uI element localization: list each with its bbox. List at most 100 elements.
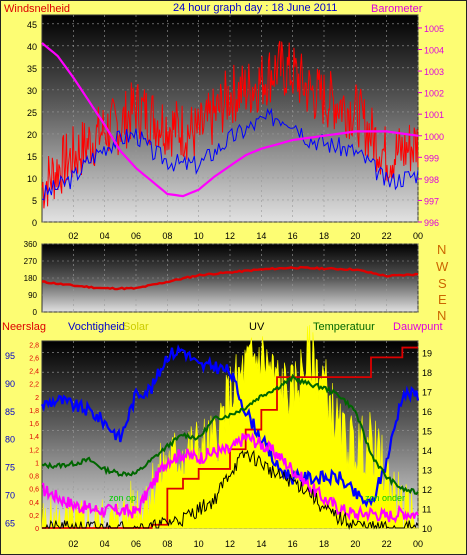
series-wind-gust [41, 40, 419, 209]
compass-s: S [438, 276, 447, 291]
temperature-y-tick: 19 [422, 349, 432, 359]
direction-y-tick: 360 [24, 240, 38, 249]
temperature-y-tick: 15 [422, 427, 432, 437]
temperature-y-tick: 17 [422, 388, 432, 398]
x-tick-label: 18 [319, 539, 329, 549]
panel1-plot-area [41, 14, 419, 223]
barometer-y-tick: 1004 [424, 46, 444, 56]
compass-w: W [436, 259, 449, 274]
x-tick-label: 08 [162, 231, 172, 241]
rain-y-tick: 0,8 [29, 474, 39, 481]
rain-label: Neerslag [2, 321, 46, 333]
rain-y-tick: 1,2 [29, 447, 39, 454]
barometer-y-tick: 1000 [424, 132, 444, 142]
humidity-y-tick: 70 [5, 491, 15, 501]
wind-y-tick: 45 [27, 20, 37, 30]
rain-y-tick: 1 [35, 460, 39, 467]
humidity-label: Vochtigheid [68, 321, 125, 333]
x-tick-label: 12 [225, 231, 235, 241]
series-uv [42, 449, 419, 530]
humidity-y-tick: 95 [5, 351, 15, 361]
x-tick-label: 08 [162, 539, 172, 549]
wind-y-tick: 25 [27, 108, 37, 118]
x-tick-label: 20 [350, 231, 360, 241]
x-tick-label: 18 [319, 231, 329, 241]
temperature-y-tick: 11 [422, 505, 431, 515]
x-tick-label: 06 [131, 231, 141, 241]
rain-y-tick: 0 [35, 526, 39, 533]
temperature-label: Temperatuur [313, 321, 375, 333]
wind-y-tick: 10 [27, 174, 37, 184]
series-humidity [40, 344, 420, 508]
x-tick-label: 16 [288, 231, 298, 241]
barometer-y-tick: 997 [424, 196, 439, 206]
x-tick-label: 22 [382, 231, 392, 241]
x-tick-label: 10 [194, 539, 204, 549]
rain-y-tick: 1,4 [29, 434, 39, 441]
x-tick-label: 22 [382, 539, 392, 549]
wind-y-tick: 15 [27, 152, 37, 162]
barometer-y-tick: 998 [424, 175, 439, 185]
rain-y-tick: 2,4 [29, 369, 39, 376]
series-wind-direction [41, 265, 419, 291]
x-tick-label: 00 [413, 539, 423, 549]
x-tick-label: 14 [256, 231, 266, 241]
rain-humidity-temp-panel: 00,20,40,60,811,21,41,61,822,22,42,62,8 … [5, 325, 432, 549]
temperature-y-tick: 12 [422, 485, 432, 495]
rain-y-tick: 0,2 [29, 513, 39, 520]
temperature-y-tick: 18 [422, 368, 432, 378]
series-wind-average [41, 107, 419, 201]
temperature-y-tick: 13 [422, 466, 432, 476]
dewpoint-label: Dauwpunt [393, 321, 443, 333]
direction-y-tick: 90 [28, 291, 37, 300]
humidity-y-tick: 85 [5, 407, 15, 417]
x-tick-label: 12 [225, 539, 235, 549]
temperature-y-tick: 16 [422, 407, 432, 417]
compass-e: E [438, 292, 447, 307]
rain-y-tick: 1,8 [29, 408, 39, 415]
wind-y-tick: 30 [27, 86, 37, 96]
x-tick-label: 14 [256, 539, 266, 549]
rain-y-tick: 0,4 [29, 500, 39, 507]
barometer-label: Barometer [371, 3, 423, 15]
graph-title: 24 hour graph day : 18 June 2011 [173, 2, 337, 14]
wind-y-tick: 20 [27, 130, 37, 140]
x-tick-label: 00 [413, 231, 423, 241]
wind-y-tick: 0 [32, 218, 37, 228]
humidity-y-tick: 80 [5, 435, 15, 445]
humidity-y-tick: 75 [5, 463, 15, 473]
humidity-y-tick: 90 [5, 379, 15, 389]
x-tick-label: 16 [288, 539, 298, 549]
direction-y-tick: 270 [24, 257, 38, 266]
x-tick-label: 06 [131, 539, 141, 549]
temperature-y-tick: 14 [422, 446, 432, 456]
rain-y-tick: 2,2 [29, 382, 39, 389]
sunrise-label: zon op [109, 493, 136, 503]
barometer-y-tick: 999 [424, 153, 439, 163]
solar-label: Solar [123, 321, 149, 333]
series-temperature [41, 373, 419, 496]
barometer-y-tick: 1003 [424, 67, 444, 77]
compass-n2: N [437, 308, 446, 323]
temperature-y-tick: 10 [422, 524, 432, 534]
direction-y-tick: 0 [33, 308, 38, 317]
rain-y-tick: 2,8 [29, 342, 39, 349]
series-barometer [41, 42, 419, 198]
wind-speed-label: Windsnelheid [4, 3, 70, 15]
x-tick-label: 02 [68, 231, 78, 241]
x-tick-label: 10 [194, 231, 204, 241]
x-tick-label: 02 [68, 539, 78, 549]
wind-y-tick: 5 [32, 196, 37, 206]
x-tick-label: 04 [100, 539, 110, 549]
wind-y-tick: 40 [27, 42, 37, 52]
sunset-label: zon onder [365, 493, 405, 503]
compass-n: N [437, 242, 446, 257]
wind-direction-panel: 0 90 180 270 360 N W S E N [24, 240, 449, 323]
x-tick-label: 04 [100, 231, 110, 241]
humidity-y-tick: 65 [5, 518, 15, 528]
series-dewpoint [41, 432, 419, 524]
rain-y-tick: 2,6 [29, 355, 39, 362]
barometer-y-tick: 1005 [424, 24, 444, 34]
